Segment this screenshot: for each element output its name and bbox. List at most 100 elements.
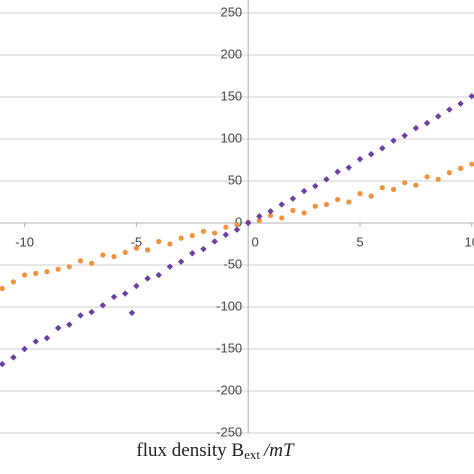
point [89, 260, 95, 266]
point [144, 275, 151, 282]
point [390, 137, 397, 144]
point [200, 228, 207, 234]
point [54, 324, 62, 332]
point [110, 293, 118, 301]
point [234, 222, 240, 228]
point [100, 252, 106, 258]
point [379, 185, 385, 191]
point [323, 201, 330, 208]
point [189, 233, 195, 239]
y-tick-label: 100 [220, 130, 242, 145]
point [435, 176, 441, 182]
point [457, 100, 464, 107]
point [233, 226, 241, 233]
point [212, 230, 218, 236]
point [21, 345, 28, 353]
point [211, 238, 218, 245]
point [390, 186, 397, 192]
y-tick-label: 200 [220, 46, 242, 61]
point [43, 334, 51, 342]
point [155, 271, 162, 279]
point [21, 272, 28, 278]
point [10, 354, 17, 361]
point [244, 219, 252, 227]
point [133, 282, 140, 290]
point [0, 360, 6, 368]
x-tick-label: 0 [252, 234, 259, 249]
point [290, 207, 296, 213]
point [200, 245, 207, 253]
point [122, 249, 128, 255]
point [267, 208, 274, 215]
y-tick-label: -200 [216, 382, 242, 397]
point [133, 245, 139, 251]
point [88, 308, 95, 316]
point [402, 180, 408, 186]
point [278, 201, 285, 208]
x-tick-label: -10 [15, 234, 34, 249]
point [323, 176, 330, 183]
point [177, 258, 185, 265]
point [156, 238, 162, 245]
point [446, 106, 453, 113]
point [122, 290, 129, 297]
point [44, 269, 50, 275]
point [77, 258, 84, 264]
point [368, 193, 374, 199]
point [66, 264, 72, 270]
plot-area [0, 92, 474, 368]
point [413, 182, 419, 188]
point [424, 174, 430, 180]
y-tick-label: 150 [220, 88, 242, 103]
point [345, 164, 352, 171]
point [401, 132, 408, 139]
point [312, 182, 319, 190]
y-tick-label: -50 [223, 256, 242, 271]
point [267, 212, 274, 219]
x-axis-label: flux density Bext/mT [136, 440, 295, 462]
point [279, 215, 285, 221]
point [379, 145, 386, 152]
point [167, 241, 173, 247]
point [423, 119, 431, 127]
point [334, 168, 341, 175]
x-tick-label: -5 [131, 234, 143, 249]
point [256, 213, 263, 220]
point [289, 195, 297, 202]
y-tick-label: 0 [235, 214, 242, 229]
point [335, 196, 341, 203]
y-tick-label: -100 [216, 298, 242, 313]
x-tick-label: 5 [356, 234, 363, 249]
point [412, 124, 420, 132]
point [66, 321, 73, 328]
point [77, 312, 84, 319]
point [457, 165, 464, 171]
point [469, 161, 474, 167]
point [32, 338, 39, 345]
point [223, 224, 229, 230]
point [144, 247, 151, 253]
point [301, 210, 307, 216]
point [128, 309, 136, 317]
point [357, 191, 363, 197]
x-tick-label: 10 [465, 234, 474, 249]
y-tick-label: -250 [216, 424, 242, 439]
point [346, 199, 352, 205]
point [166, 263, 174, 270]
point [435, 113, 442, 120]
point [312, 203, 318, 209]
point [300, 187, 308, 195]
point [189, 250, 196, 257]
point [33, 270, 39, 276]
point [0, 285, 5, 292]
point [222, 231, 230, 238]
point [99, 302, 107, 309]
point [356, 155, 364, 163]
point [10, 279, 17, 285]
point [367, 150, 375, 158]
y-tick-label: 50 [228, 172, 242, 187]
y-tick-label: -150 [216, 340, 242, 355]
point [468, 92, 474, 100]
point [446, 170, 453, 176]
